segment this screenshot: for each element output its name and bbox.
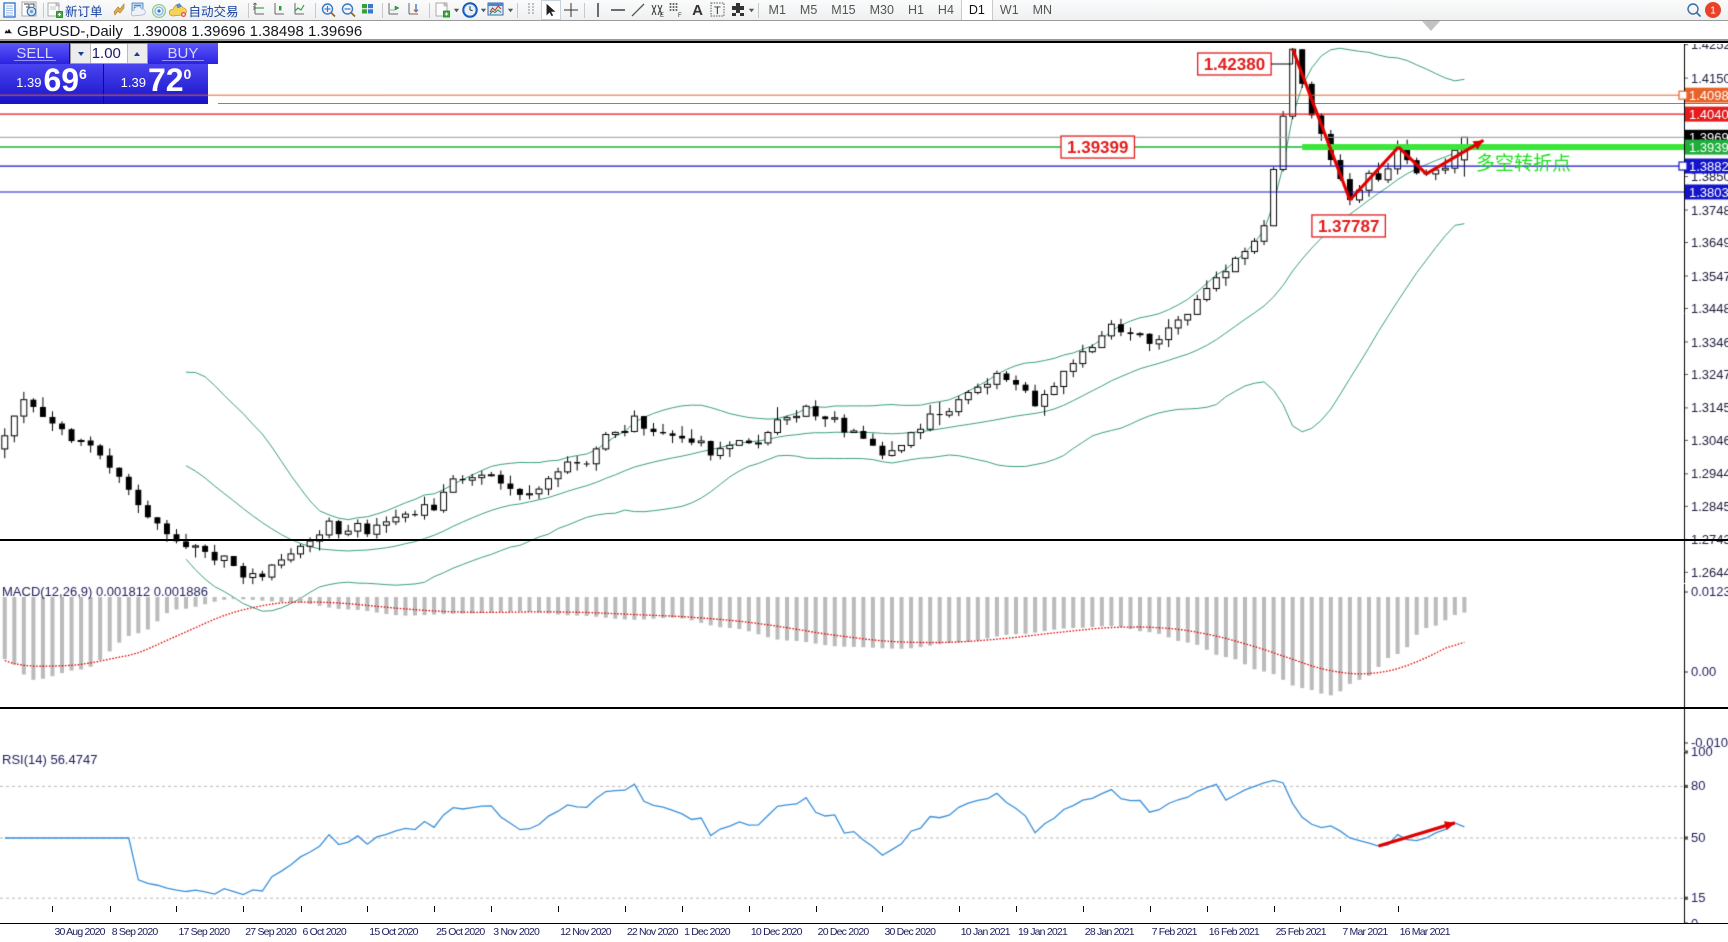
svg-text:1: 1 — [1710, 6, 1716, 17]
svg-text:T: T — [714, 5, 721, 17]
svg-text:F: F — [678, 13, 682, 18]
svg-text:E: E — [660, 13, 664, 18]
